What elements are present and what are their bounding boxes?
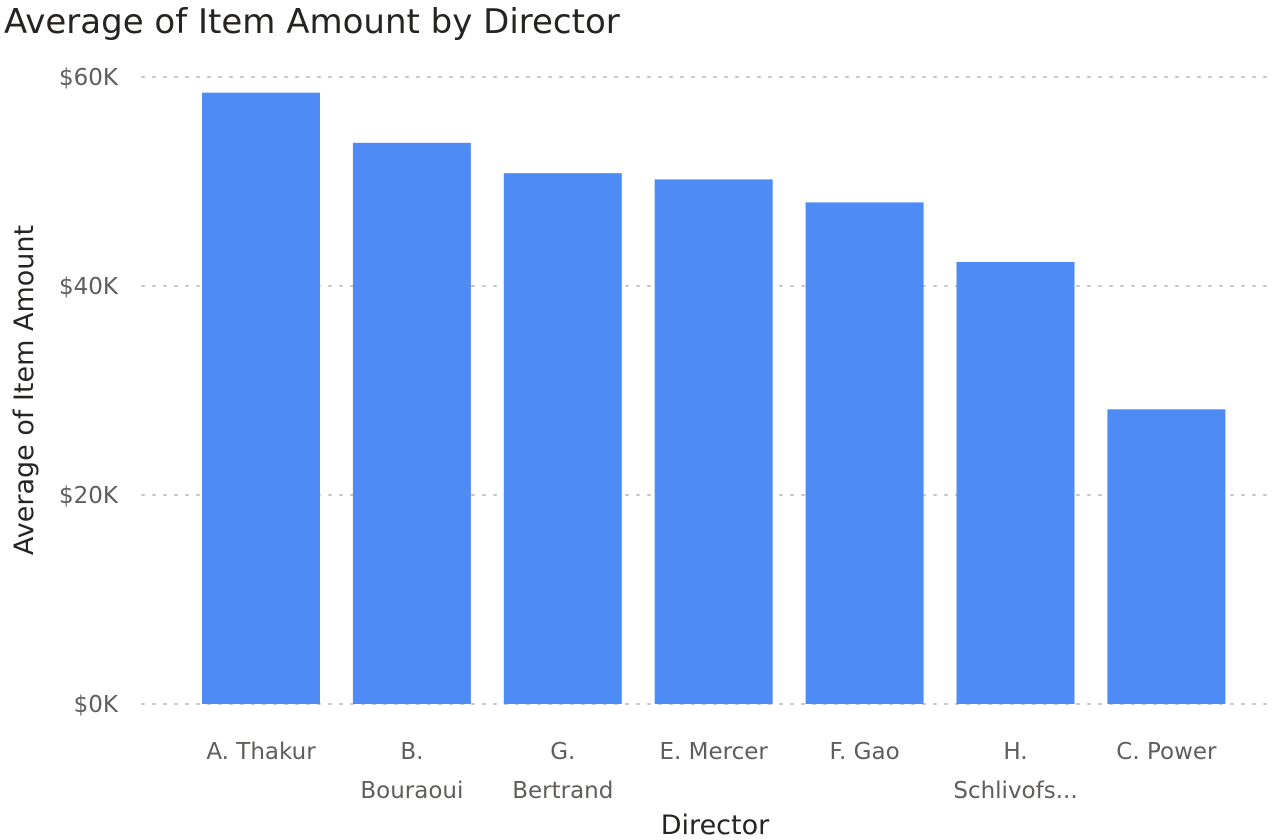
x-tick-label: C. Power [1116,739,1217,765]
bar[interactable] [654,179,773,704]
bar[interactable] [202,92,320,705]
bar[interactable] [805,202,924,704]
bar[interactable] [956,261,1075,704]
x-axis-title: Director [661,810,770,840]
y-tick-label: $20K [59,483,119,509]
x-tick-label: H. Schlivofs... [953,739,1077,804]
y-tick-label: $60K [59,65,119,91]
x-tick-label: E. Mercer [660,739,769,765]
x-tick-label: A. Thakur [206,739,316,765]
x-tick-label: G. Bertrand [512,739,613,804]
bars [202,92,1226,705]
y-tick-labels: $0K $20K $40K $60K [59,65,119,718]
x-tick-label: F. Gao [830,739,900,765]
x-tick-labels: A. Thakur B. Bouraoui G. Bertrand E. Mercer F.… [206,739,1217,804]
bar[interactable] [352,142,471,704]
x-tick-label: B. Bouraoui [360,739,463,804]
y-axis-title: Average of Item Amount [9,225,40,555]
y-tick-label: $0K [74,692,119,718]
bar[interactable] [503,173,622,704]
y-tick-label: $40K [59,274,119,300]
bar[interactable] [1107,409,1226,704]
chart-title: Average of Item Amount by Director [4,2,620,42]
